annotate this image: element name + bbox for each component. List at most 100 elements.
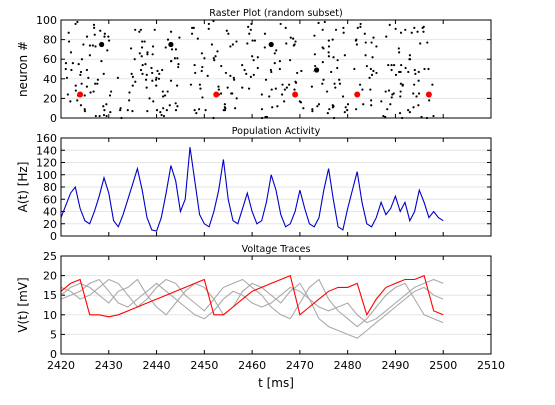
raster-spike (93, 27, 95, 29)
raster-spike (96, 83, 98, 85)
raster-spike (80, 104, 82, 106)
raster-spike (290, 37, 292, 39)
raster-spike (412, 92, 414, 94)
raster-spike (281, 93, 283, 95)
raster-spike (422, 27, 424, 29)
raster-spike (356, 43, 358, 45)
raster-spike (102, 105, 104, 107)
y-tick-label: 160 (36, 132, 57, 145)
raster-spike (332, 105, 334, 107)
highlighted-spike (213, 91, 219, 97)
raster-spike (280, 23, 282, 25)
raster-spike (274, 52, 276, 54)
raster-spike (80, 71, 82, 73)
raster-spike (399, 71, 401, 73)
raster-spike (311, 86, 313, 88)
raster-spike (175, 48, 177, 50)
raster-spike (194, 64, 196, 66)
raster-spike (67, 93, 69, 95)
raster-spike (250, 76, 252, 78)
raster-spike (241, 87, 243, 89)
raster-spike (191, 33, 193, 35)
raster-spike (414, 73, 416, 75)
raster-spike (144, 63, 146, 65)
x-tick-label: 2440 (143, 359, 171, 372)
raster-spike (409, 58, 411, 60)
raster-spike (94, 45, 96, 47)
raster-spike (132, 85, 134, 87)
raster-spike (412, 106, 414, 108)
raster-spike (152, 53, 154, 55)
raster-spike (233, 77, 235, 79)
raster-spike (299, 100, 301, 102)
raster-spike (159, 111, 161, 113)
raster-spike (110, 90, 112, 92)
raster-spike (161, 69, 163, 71)
raster-spike (95, 115, 97, 117)
raster-spike (151, 80, 153, 82)
raster-spike (195, 112, 197, 114)
raster-spike (100, 60, 102, 62)
raster-spike (156, 109, 158, 111)
raster-spike (393, 64, 395, 66)
raster-spike (119, 107, 121, 109)
y-tick-label: 0 (50, 112, 57, 125)
raster-spike (103, 73, 105, 75)
raster-spike (170, 60, 172, 62)
raster-spike (197, 38, 199, 40)
raster-spike (68, 40, 70, 42)
raster-spike (109, 111, 111, 113)
y-tick-label: 25 (43, 250, 57, 263)
raster-spike (251, 55, 253, 57)
raster-spike (78, 63, 80, 65)
y-tick-label: 20 (43, 270, 57, 283)
raster-spike (317, 22, 319, 24)
raster-spike (271, 106, 273, 108)
raster-spike (220, 92, 222, 94)
raster-spike (169, 104, 171, 106)
raster-spike (284, 88, 286, 90)
raster-spike (86, 86, 88, 88)
raster-spike (416, 31, 418, 33)
y-tick-label: 100 (36, 14, 57, 27)
raster-spike (375, 45, 377, 47)
raster-spike (311, 108, 313, 110)
raster-spike (413, 84, 415, 86)
raster-spike (174, 57, 176, 59)
highlighted-spike (314, 67, 320, 73)
raster-spike (413, 27, 415, 29)
raster-spike (275, 49, 277, 51)
raster-spike (400, 83, 402, 85)
raster-spike (177, 63, 179, 65)
raster-spike (141, 55, 143, 57)
raster-spike (128, 91, 130, 93)
raster-spike (286, 87, 288, 89)
raster-spike (214, 55, 216, 57)
raster-spike (131, 73, 133, 75)
plot-area: 0204060801000204060801001201401600510152… (36, 14, 505, 372)
raster-spike (276, 105, 278, 107)
raster-spike (241, 64, 243, 66)
raster-spike (292, 38, 294, 40)
population-activity-line (61, 147, 443, 231)
raster-spike (68, 32, 70, 34)
raster-spike (355, 108, 357, 110)
raster-spike (327, 112, 329, 114)
raster-spike (154, 29, 156, 31)
raster-spike (321, 46, 323, 48)
raster-spike (390, 69, 392, 71)
y-tick-label: 10 (43, 309, 57, 322)
raster-spike (372, 37, 374, 39)
raster-spike (409, 111, 411, 113)
raster-spike (132, 76, 134, 78)
raster-spike (155, 79, 157, 81)
panel-title-population: Population Activity (232, 126, 321, 137)
y-tick-label: 80 (43, 181, 57, 194)
raster-spike (253, 59, 255, 61)
raster-spike (355, 39, 357, 41)
raster-spike (175, 109, 177, 111)
raster-spike (254, 39, 256, 41)
highlighted-spike (168, 42, 174, 48)
raster-spike (364, 54, 366, 56)
raster-spike (279, 60, 281, 62)
